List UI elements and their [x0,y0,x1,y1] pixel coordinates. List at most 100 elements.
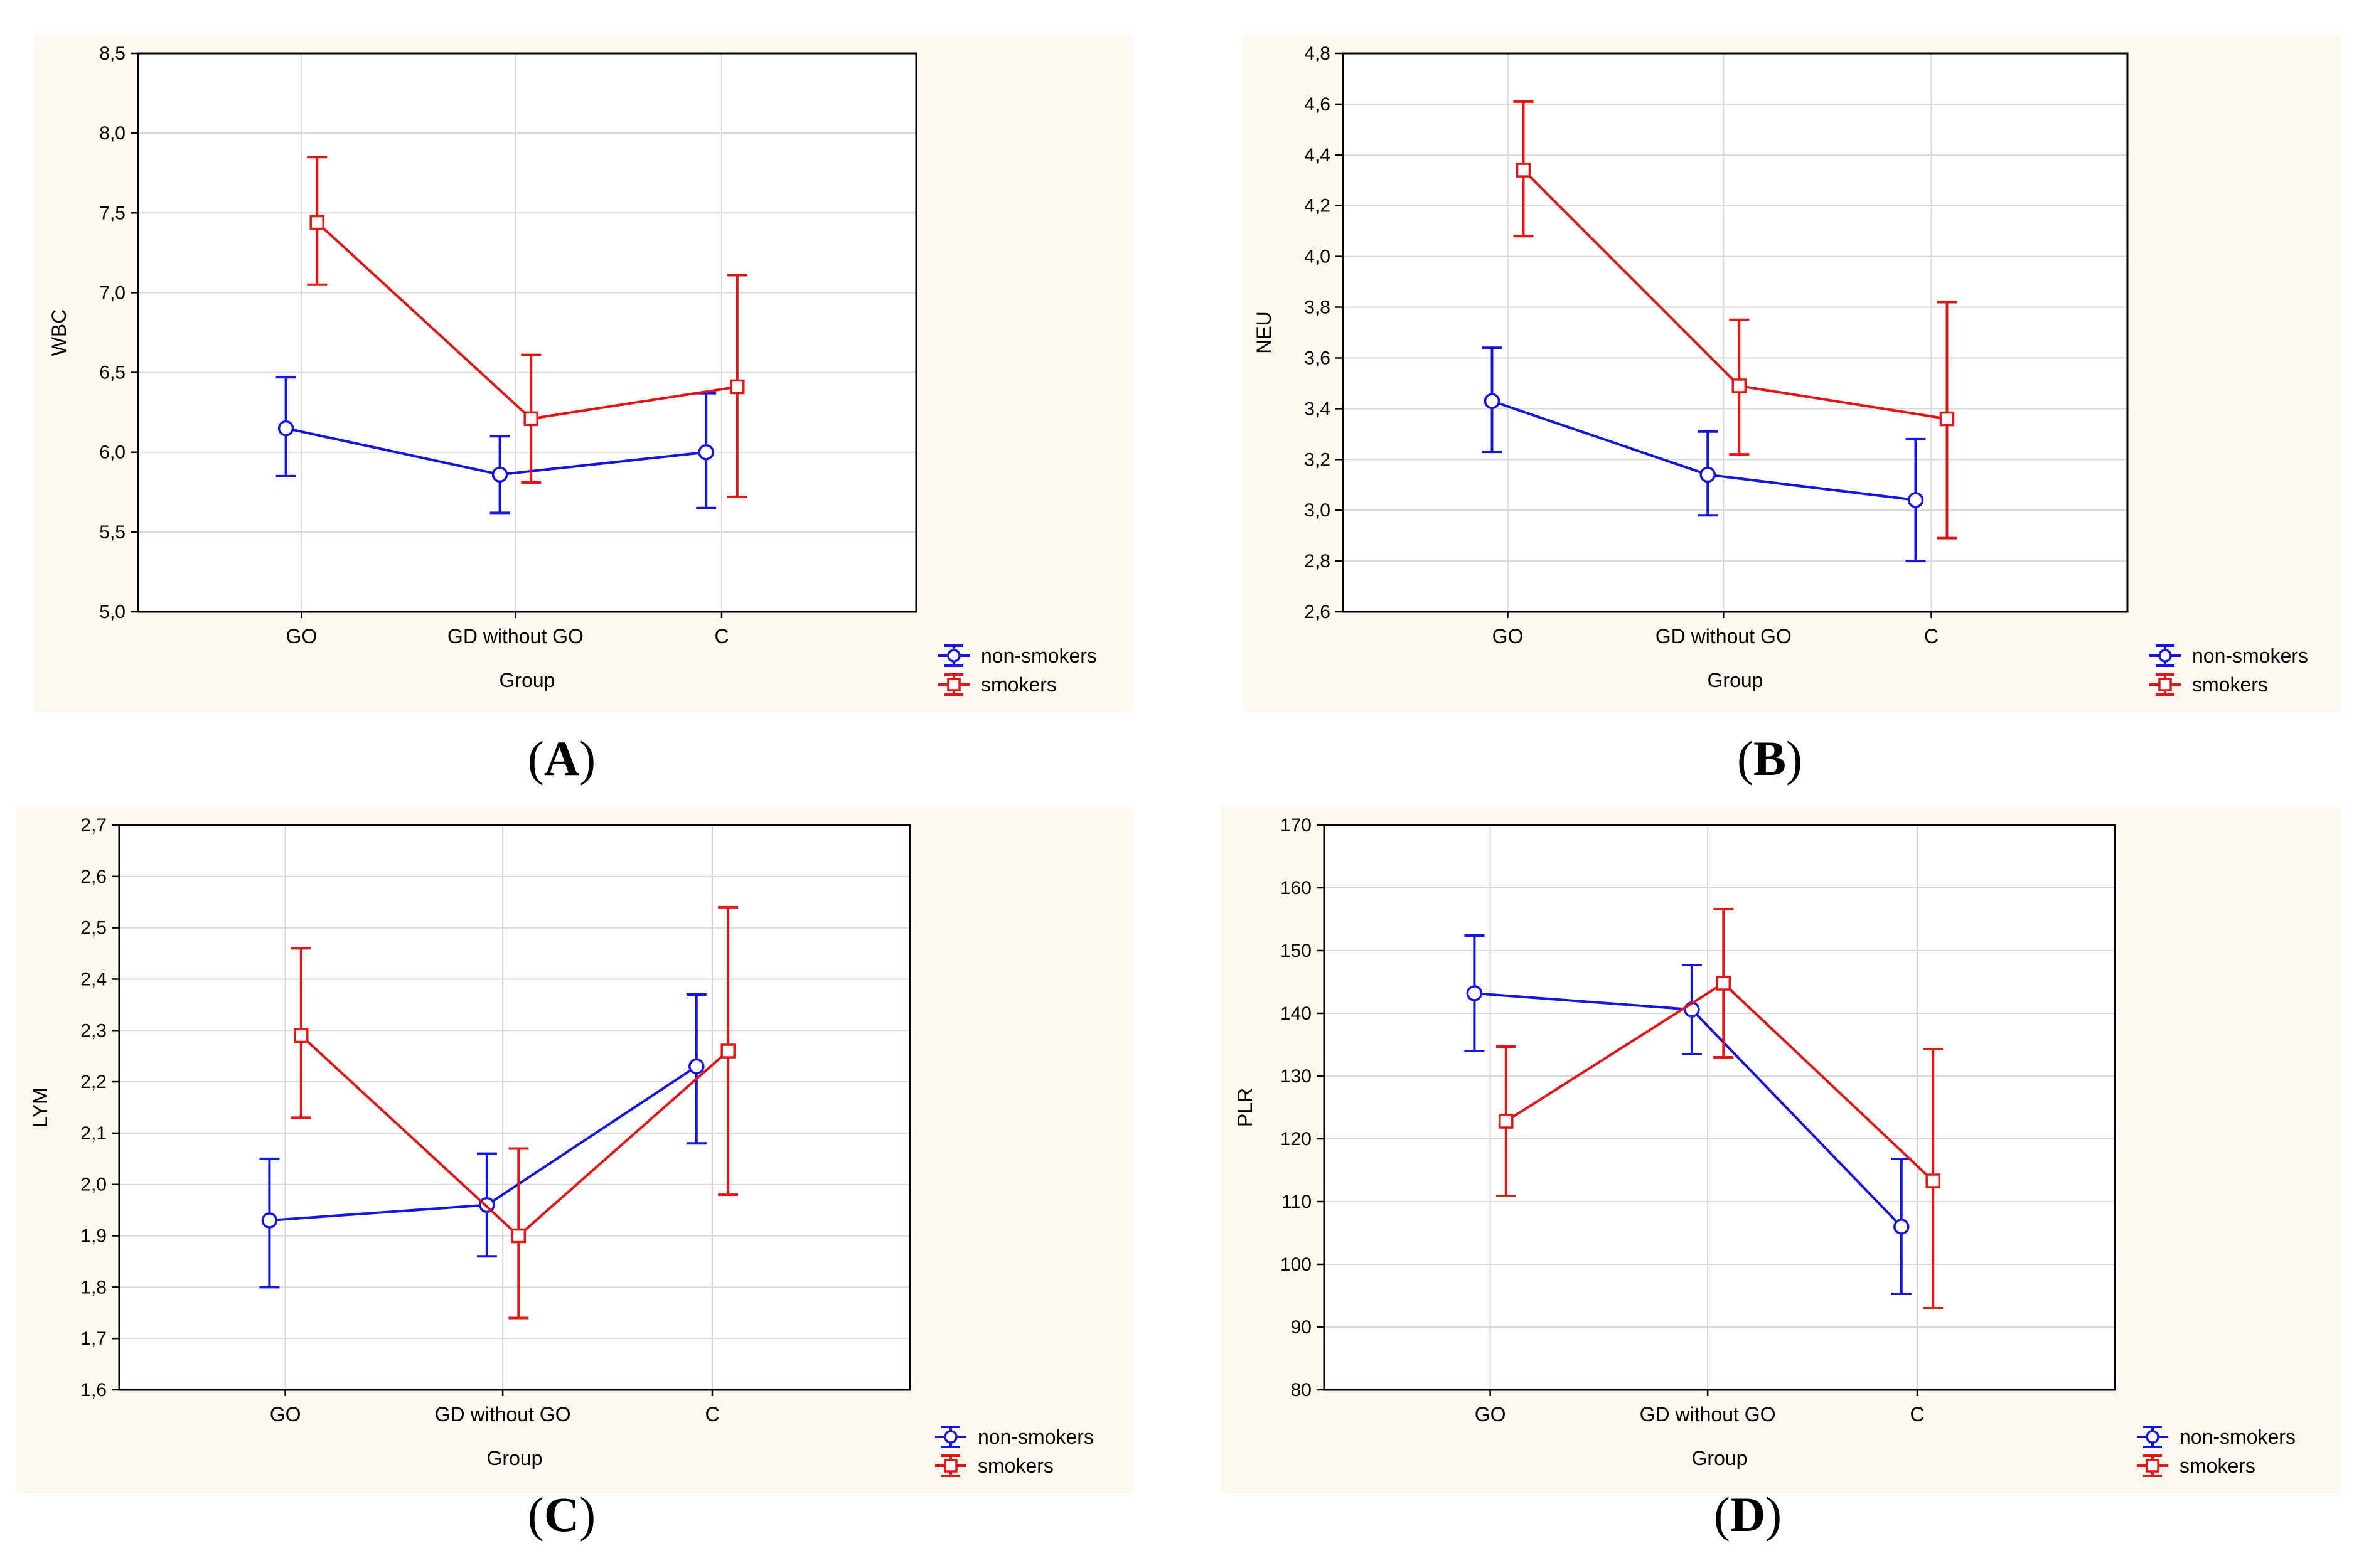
x-tick-label: GO [1492,625,1524,648]
x-tick-label: GD without GO [1640,1403,1776,1426]
legend-label: non-smokers [2180,1426,2296,1448]
plot-area [119,825,910,1390]
x-axis: GO GD without GO C [1492,612,1939,648]
y-tick-label: 2,6 [1304,602,1330,622]
chart-panel-b: 2,6 2,8 3,0 3,2 3,4 3,6 3,8 4,0 4,2 4,4 4,6 4,8 GO GD… [1243,35,2341,786]
y-tick-label: 2,2 [80,1072,107,1092]
series-smokers [307,156,747,498]
y-tick-label: 100 [1280,1254,1312,1275]
panel-caption: (D) [1714,1487,1782,1542]
plot-area [1343,53,2127,612]
data-point [1716,976,1731,991]
y-tick-label: 2,1 [80,1123,107,1144]
y-axis-label: WBC [48,309,70,356]
y-tick-label: 1,9 [80,1226,107,1247]
legend: non-smokers smokers [2149,644,2308,696]
data-point [491,466,508,483]
legend-item: non-smokers [938,644,1097,667]
y-tick-label: 1,7 [80,1328,107,1349]
series-non-smokers [275,376,717,515]
series-smokers [1513,100,1957,540]
plot-frame [1342,52,2129,613]
data-point [294,1028,309,1043]
chart-panel-c: 1,6 1,7 1,8 1,9 2,0 2,1 2,2 2,3 2,4 2,5 2,6 2,7 GO GD… [16,806,1133,1542]
legend-marker [944,1430,958,1444]
grid-lines [138,53,916,612]
y-tick-label: 8,0 [99,123,126,144]
x-tick-label: GD without GO [435,1403,571,1426]
data-point [1484,393,1500,409]
x-tick-label: GD without GO [1656,625,1792,648]
legend-item: non-smokers [935,1426,1094,1448]
y-tick-label: 5,0 [99,602,126,622]
x-axis-label: Group [487,1447,543,1469]
y-tick-label: 4,8 [1304,43,1330,64]
y-tick-label: 2,4 [80,969,107,989]
y-tick-label: 1,6 [80,1380,107,1400]
y-tick-label: 90 [1291,1317,1312,1338]
legend-marker [947,649,961,663]
x-axis-label: Group [500,669,555,691]
data-point [511,1228,527,1244]
y-axis-label: PLR [1234,1088,1256,1127]
plot-area [138,53,916,612]
legend-label: smokers [2180,1454,2255,1477]
grid-lines [1324,825,2115,1390]
data-point [1499,1114,1514,1129]
y-tick-label: 140 [1280,1003,1312,1024]
y-tick-label: 1,8 [80,1277,107,1298]
series-smokers [291,905,739,1320]
series-non-smokers [1482,346,1926,563]
legend-label: non-smokers [2192,644,2308,667]
series-smokers [1495,908,1944,1309]
y-tick-label: 3,4 [1304,398,1330,419]
y-tick-label: 120 [1280,1129,1312,1149]
y-tick-label: 150 [1280,941,1312,961]
legend-item: smokers [935,1454,1054,1477]
chart-panels: 5,0 5,5 6,0 6,5 7,0 7,5 8,0 8,5 GO GD without GO C… [16,35,2341,1542]
y-tick-label: 2,7 [80,815,107,836]
x-tick-label: GO [270,1403,301,1426]
legend: non-smokers smokers [935,1426,1094,1477]
y-tick-label: 110 [1281,1192,1312,1212]
data-point [261,1212,278,1229]
x-tick-label: GO [286,625,318,648]
y-tick-label: 2,5 [80,918,107,939]
y-axis-label: LYM [29,1087,51,1127]
caption-open-paren: ( [528,1487,544,1542]
legend-label: non-smokers [978,1426,1094,1448]
data-point [309,215,324,230]
data-point [730,379,745,395]
y-tick-label: 2,0 [80,1175,107,1195]
y-axis: 5,0 5,5 6,0 6,5 7,0 7,5 8,0 8,5 [99,43,138,622]
caption-letter: C [544,1487,579,1542]
chart-panel-d: 80 90 100 110 120 130 140 150 160 170 GO GD without… [1221,806,2341,1542]
legend-item: non-smokers [2137,1426,2296,1448]
caption-close-paren: ) [1765,1487,1782,1542]
data-point [698,444,714,461]
data-point [1699,466,1716,483]
plot-area [1324,825,2115,1390]
x-axis: GO GD without GO C [270,1390,720,1426]
y-tick-label: 2,8 [1304,551,1330,572]
x-tick-label: C [714,625,729,648]
y-tick-label: 5,5 [99,522,126,543]
data-point [1939,411,1955,427]
y-tick-label: 4,6 [1304,94,1330,115]
y-axis: 1,6 1,7 1,8 1,9 2,0 2,1 2,2 2,3 2,4 2,5 2,6 2,7 [80,815,119,1400]
x-tick-label: C [705,1403,719,1426]
x-tick-label: GO [1475,1403,1506,1426]
legend-label: smokers [2192,673,2268,696]
x-axis: GO GD without GO C [1475,1390,1925,1426]
series-non-smokers [1464,934,1912,1295]
x-axis: GO GD without GO C [286,612,729,648]
legend-label: smokers [978,1454,1054,1477]
data-point [1466,985,1483,1001]
caption-open-paren: ( [1714,1487,1730,1542]
y-tick-label: 4,0 [1304,247,1330,267]
legend-item: smokers [2149,673,2268,696]
y-tick-label: 4,4 [1304,145,1330,166]
x-axis-label: Group [1708,669,1763,691]
data-point [1893,1219,1910,1235]
caption-letter: D [1730,1487,1765,1542]
